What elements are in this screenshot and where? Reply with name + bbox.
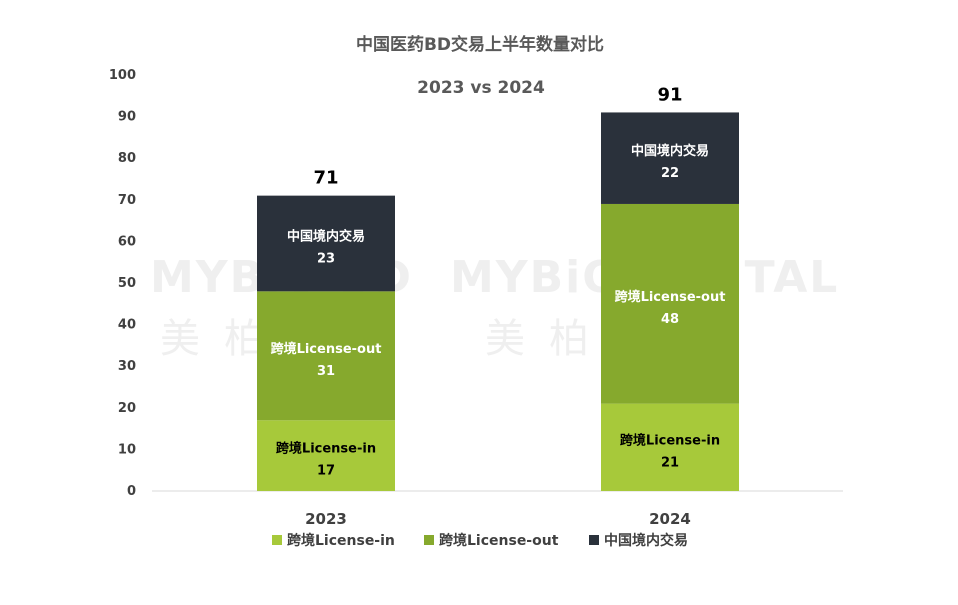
segment-value-label: 17 — [317, 464, 335, 479]
segment-series-label: 中国境内交易 — [631, 143, 709, 159]
y-axis: 0 10 20 30 40 50 60 70 80 90 100 — [109, 68, 136, 499]
y-tick-label: 80 — [118, 151, 136, 166]
legend-swatch — [272, 535, 282, 545]
legend-swatch — [589, 535, 599, 545]
y-tick-label: 30 — [118, 359, 136, 374]
chart-subtitle: 2023 vs 2024 — [417, 78, 545, 98]
legend-swatch — [424, 535, 434, 545]
segment-series-label: 跨境License-in — [620, 432, 720, 448]
segment-series-label: 跨境License-out — [271, 341, 382, 357]
legend-label: 跨境License-out — [439, 532, 559, 549]
segment-series-label: 跨境License-in — [276, 441, 376, 457]
bar-total-label: 71 — [313, 168, 338, 189]
segment-value-label: 21 — [661, 455, 679, 470]
segment-series-label: 跨境License-out — [615, 289, 726, 305]
x-tick-label: 2023 — [305, 510, 347, 528]
bar-total-label: 91 — [657, 84, 682, 105]
chart-title: 中国医药BD交易上半年数量对比 — [356, 34, 604, 55]
bars: 跨境License-in 17 跨境License-out 31 中国境内交易 23 71 跨… — [257, 84, 739, 491]
y-tick-label: 60 — [118, 234, 136, 249]
y-tick-label: 20 — [118, 401, 136, 416]
bar-segment — [257, 291, 395, 421]
legend-item: 跨境License-in — [272, 532, 395, 549]
bar-segment — [601, 403, 739, 491]
y-tick-label: 70 — [118, 193, 136, 208]
y-tick-label: 10 — [118, 442, 136, 457]
y-tick-label: 50 — [118, 276, 136, 291]
legend-label: 跨境License-in — [287, 532, 395, 549]
legend-item: 中国境内交易 — [589, 532, 688, 549]
bar-segment — [257, 420, 395, 491]
segment-series-label: 中国境内交易 — [287, 228, 365, 244]
y-tick-label: 40 — [118, 318, 136, 333]
segment-value-label: 23 — [317, 251, 335, 266]
y-tick-label: 100 — [109, 68, 136, 83]
segment-value-label: 22 — [661, 166, 679, 181]
legend-item: 跨境License-out — [424, 532, 559, 549]
segment-value-label: 31 — [317, 364, 335, 379]
bar-segment — [601, 112, 739, 204]
legend-label: 中国境内交易 — [604, 532, 688, 549]
bar-segment — [257, 195, 395, 292]
segment-value-label: 48 — [661, 312, 679, 327]
y-tick-label: 0 — [127, 484, 136, 499]
x-axis: 2023 2024 — [305, 510, 691, 528]
y-tick-label: 90 — [118, 110, 136, 125]
x-tick-label: 2024 — [649, 510, 691, 528]
legend: 跨境License-in 跨境License-out 中国境内交易 — [272, 532, 688, 549]
bar-segment — [601, 203, 739, 404]
